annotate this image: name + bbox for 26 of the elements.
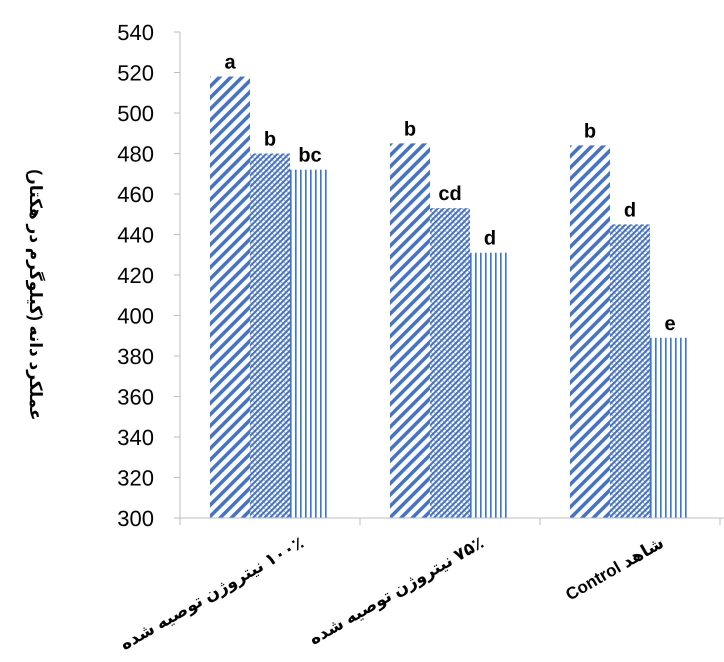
y-tick-label: 500	[117, 101, 154, 126]
y-tick-label: 400	[117, 304, 154, 328]
y-tick-label: 360	[117, 384, 154, 410]
data-label: a	[224, 52, 236, 74]
y-tick-label: 420	[117, 263, 154, 288]
data-label: d	[484, 228, 496, 250]
y-tick-label: 460	[117, 182, 154, 207]
y-tick-label: 320	[117, 466, 154, 490]
y-tick-label: 380	[117, 344, 154, 369]
data-label: b	[584, 120, 596, 142]
y-tick-label: 300	[117, 506, 154, 531]
data-label: d	[624, 199, 636, 222]
y-axis-title: عملکرد دانه (کیلوگرم در هکتار)	[25, 169, 46, 421]
data-label: cd	[438, 183, 462, 206]
y-tick-label: 440	[117, 222, 154, 248]
y-tick-label: 520	[117, 60, 154, 86]
y-tick-label: 340	[117, 425, 154, 450]
y-tick-label: 540	[117, 20, 154, 45]
x-tick-label: شاهد Control	[562, 533, 667, 604]
data-label: bc	[298, 144, 322, 167]
data-label: e	[664, 312, 676, 335]
x-tick-label: ۱۰۰٪ نیتروژن توصیه شده	[116, 533, 308, 655]
data-label: b	[264, 128, 276, 150]
x-tick-label: ۷۵٪ نیتروژن توصیه شده	[306, 533, 488, 650]
data-label: b	[404, 118, 416, 140]
y-tick-label: 480	[117, 142, 154, 166]
